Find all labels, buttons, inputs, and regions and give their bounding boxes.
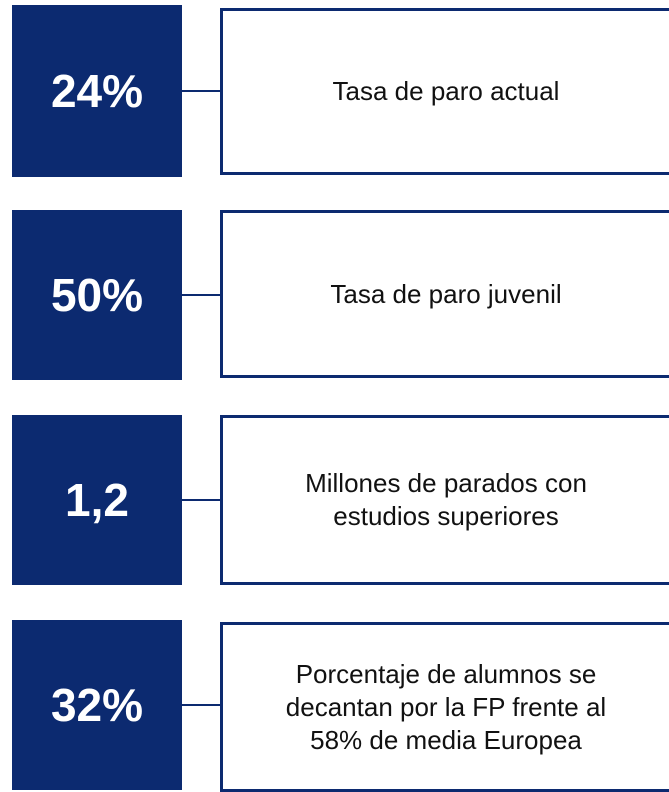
label-line: 58% de media Europea xyxy=(310,724,582,755)
value-tile: 1,2 xyxy=(12,415,182,585)
label-line: Tasa de paro actual xyxy=(332,76,560,106)
label-box: Millones de parados con estudios superior… xyxy=(220,415,669,585)
label-line: Porcentaje de alumnos se xyxy=(295,658,597,689)
label-box: Tasa de paro juvenil xyxy=(220,210,669,378)
label-line: estudios superiores xyxy=(333,501,559,531)
value-tile: 32% xyxy=(12,620,182,790)
label-line: Tasa de paro juvenil xyxy=(330,278,562,309)
connector xyxy=(182,704,220,706)
connector xyxy=(182,294,220,296)
value-tile: 50% xyxy=(12,210,182,380)
connector xyxy=(182,499,220,501)
label-box: Porcentaje de alumnos se decantan por la … xyxy=(220,622,669,792)
label-box: Tasa de paro actual xyxy=(220,8,669,175)
label-line: decantan por la FP frente al xyxy=(285,691,607,722)
value-tile: 24% xyxy=(12,5,182,177)
label-line: Millones de parados con xyxy=(305,468,587,498)
connector xyxy=(182,90,220,92)
